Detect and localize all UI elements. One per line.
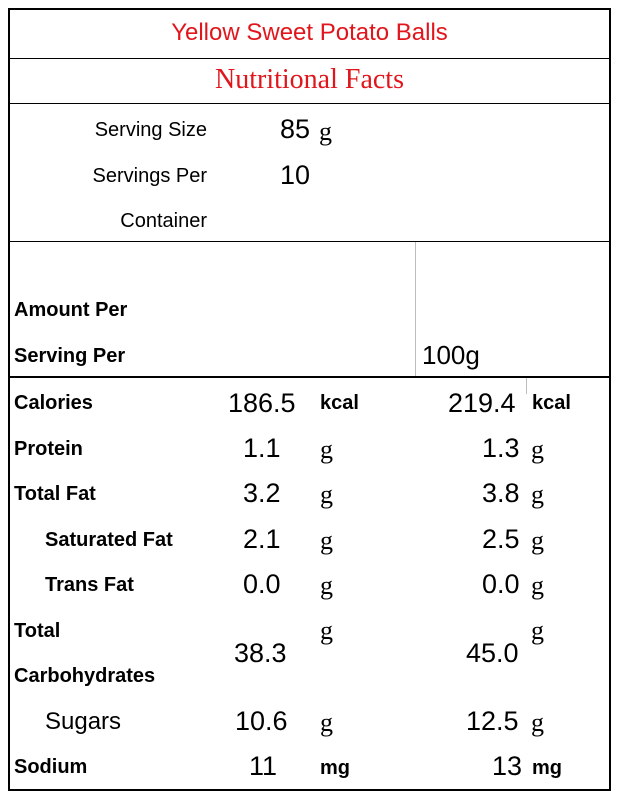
servings-per-label: Servings Per [92,165,208,187]
row-label-sugars: Sugars [45,708,122,735]
sodium-100g-unit: mg [532,757,562,779]
total-fat-100g-value: 3.8 [482,478,520,508]
nutrition-table [8,8,611,791]
carbohydrates-100g-value: 45.0 [466,638,519,668]
serving-per-label: Serving Per [14,345,126,367]
per-100g-header: 100g [422,340,480,370]
column-line [526,378,527,394]
divider-subtitle [8,103,611,104]
serving-size-value: 85 [280,114,311,144]
row-label-saturated-fat: Saturated Fat [45,529,173,551]
amount-per-label: Amount Per [14,299,128,321]
carbohydrates-serving-unit: g [320,616,333,645]
divider-title [8,58,611,59]
protein-serving-value: 1.1 [243,433,281,463]
row-label-trans-fat: Trans Fat [45,574,134,596]
saturated-fat-serving-unit: g [320,526,333,555]
sodium-serving-unit: mg [320,757,350,779]
carbohydrates-serving-value: 38.3 [234,638,287,668]
sodium-100g-value: 13 [492,751,523,781]
row-label-total-fat: Total Fat [14,483,96,505]
total-fat-serving-value: 3.2 [243,478,281,508]
sugars-serving-value: 10.6 [235,706,288,736]
container-label: Container [120,210,207,232]
row-label-protein: Protein [14,438,83,460]
trans-fat-serving-unit: g [320,571,333,600]
row-label-carbohydrates: Carbohydrates [14,665,156,687]
saturated-fat-serving-value: 2.1 [243,524,281,554]
sugars-100g-unit: g [531,708,544,737]
saturated-fat-100g-value: 2.5 [482,524,520,554]
trans-fat-100g-value: 0.0 [482,569,520,599]
sugars-100g-value: 12.5 [466,706,519,736]
total-fat-serving-unit: g [320,480,333,509]
protein-serving-unit: g [320,435,333,464]
section-subtitle: Nutritional Facts [215,64,404,95]
serving-size-unit: g [319,117,332,146]
protein-100g-value: 1.3 [482,433,520,463]
calories-100g-value: 219.4 [448,388,516,418]
calories-serving-value: 186.5 [228,388,296,418]
total-fat-100g-unit: g [531,480,544,509]
calories-100g-unit: kcal [532,392,571,414]
calories-serving-unit: kcal [320,392,359,414]
protein-100g-unit: g [531,435,544,464]
carbohydrates-100g-unit: g [531,616,544,645]
servings-per-value: 10 [280,160,311,190]
row-label-calories: Calories [14,392,93,414]
row-label-sodium: Sodium [14,756,88,778]
sugars-serving-unit: g [320,708,333,737]
saturated-fat-100g-unit: g [531,526,544,555]
sodium-serving-value: 11 [249,751,278,781]
row-label-total: Total [14,620,61,642]
divider-serving [8,241,611,242]
page-title: Yellow Sweet Potato Balls [171,19,448,46]
trans-fat-serving-value: 0.0 [243,569,281,599]
serving-size-label: Serving Size [94,119,207,141]
column-line [415,242,416,376]
trans-fat-100g-unit: g [531,571,544,600]
divider-header [8,376,611,378]
